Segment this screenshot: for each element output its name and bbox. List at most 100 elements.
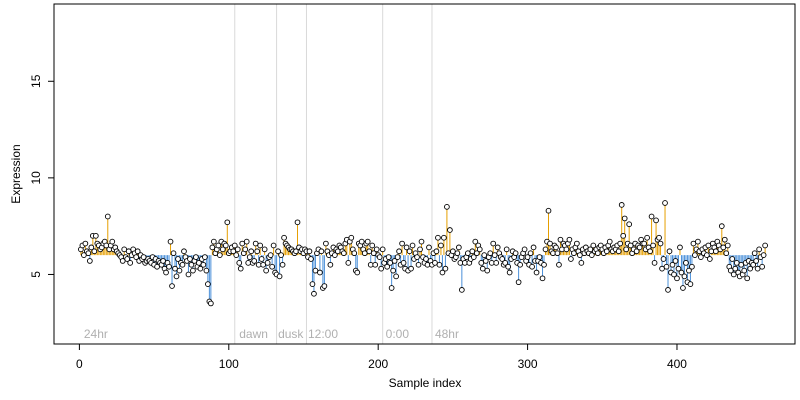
data-point [641, 240, 647, 247]
data-point [594, 250, 601, 257]
data-point [188, 261, 195, 268]
data-point [215, 242, 222, 249]
data-point [662, 200, 668, 206]
data-point [512, 250, 519, 257]
data-point [506, 269, 513, 276]
data-point [193, 254, 199, 260]
data-point [246, 254, 253, 260]
data-point [414, 254, 420, 260]
data-point [671, 271, 677, 278]
data-point [524, 254, 531, 260]
data-point [753, 258, 760, 264]
data-point [173, 273, 180, 280]
data-point [687, 281, 694, 287]
data-point [216, 252, 223, 258]
data-point [408, 265, 414, 272]
data-point [760, 252, 767, 258]
data-point [263, 267, 269, 274]
data-point [406, 248, 413, 255]
data-point [724, 242, 731, 249]
data-point [441, 234, 447, 241]
data-point [666, 248, 673, 255]
data-point [415, 261, 422, 268]
data-point [704, 252, 710, 258]
data-point [588, 252, 595, 258]
data-point [311, 290, 317, 297]
data-point [243, 238, 250, 245]
data-point [88, 244, 95, 251]
data-point [321, 283, 328, 289]
data-point [447, 227, 453, 233]
data-point [566, 236, 573, 243]
data-point [729, 256, 736, 262]
data-point [91, 248, 98, 255]
data-point [376, 254, 383, 260]
data-point [756, 246, 762, 253]
data-point [211, 238, 217, 245]
y-axis: 5 10 15 [29, 74, 55, 278]
data-point [721, 236, 728, 243]
data-point [269, 263, 275, 270]
data-point [167, 238, 174, 245]
data-point [279, 261, 286, 268]
data-point [665, 287, 671, 293]
data-point [482, 258, 489, 264]
data-point [751, 250, 758, 257]
period-label: 12:00 [308, 327, 338, 341]
data-point [606, 238, 613, 245]
data-point [417, 246, 423, 253]
data-point [399, 240, 405, 247]
data-point [533, 269, 540, 276]
data-point [744, 275, 751, 282]
data-point [400, 260, 407, 266]
plot-frame [53, 3, 796, 345]
data-point [127, 260, 134, 266]
data-point [163, 269, 169, 276]
data-point [197, 265, 204, 272]
data-point [202, 254, 208, 260]
x-tick-label: 300 [518, 357, 538, 371]
data-point [539, 275, 546, 282]
data-point [433, 248, 440, 255]
data-point [208, 300, 214, 307]
data-point [618, 202, 625, 208]
data-point [134, 248, 141, 255]
data-point [393, 273, 399, 280]
data-point [718, 223, 725, 230]
data-point [458, 287, 465, 293]
data-point [388, 285, 395, 291]
data-point [542, 246, 549, 253]
data-point [750, 261, 757, 268]
data-point [267, 252, 274, 258]
data-point [373, 246, 380, 253]
data-point [633, 248, 640, 255]
x-axis: 0 100 200 300 400 [76, 343, 687, 371]
data-point [385, 254, 392, 260]
data-point [695, 238, 701, 245]
data-point [234, 246, 241, 253]
data-point [647, 248, 653, 255]
data-point [379, 246, 386, 253]
data-point [499, 256, 506, 262]
data-point [222, 242, 229, 249]
data-point [444, 203, 450, 210]
data-point [170, 250, 177, 257]
data-point [615, 248, 622, 255]
y-tick-label: 15 [29, 74, 43, 88]
data-point [484, 267, 491, 274]
x-axis-title: Sample index [389, 376, 462, 390]
data-point [689, 263, 695, 270]
data-point [556, 261, 562, 268]
data-point [706, 256, 713, 262]
data-point [258, 256, 265, 262]
data-point [574, 240, 580, 247]
data-point [490, 240, 497, 247]
data-point [82, 240, 89, 247]
data-point [617, 240, 624, 247]
data-point [648, 213, 655, 220]
data-point [270, 242, 277, 249]
data-point [657, 240, 664, 247]
data-point [553, 244, 559, 251]
data-point [104, 213, 111, 220]
data-point [541, 261, 547, 268]
